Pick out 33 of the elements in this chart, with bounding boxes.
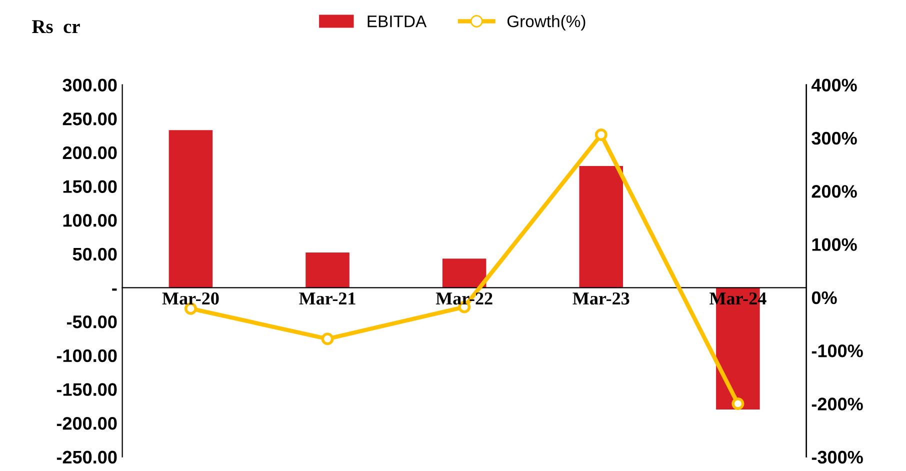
bar [442,258,486,288]
y-tick-label: 200.00 [62,146,117,160]
y-tick-label: -150.00 [56,383,117,396]
y2-tick-label: 300% [812,132,857,145]
y-tick-label: - [112,288,117,291]
y-tick-label: -250.00 [56,450,117,464]
y-tick-label: -50.00 [66,316,117,328]
bar [579,166,624,288]
y2-tick-label: -300% [812,450,863,464]
y-tick-label: 50.00 [72,248,117,261]
x-tick-label: Mar-21 [299,292,356,305]
y-tick-label: 150.00 [63,180,117,193]
y2-tick-label: -200% [812,398,863,410]
y2-tick-label: 100% [812,238,857,251]
x-tick-label: Mar-23 [572,292,630,305]
x-tick-label: Mar-20 [162,292,219,305]
y-tick-label: 250.00 [62,112,117,126]
y2-tick-label: 400% [811,78,857,92]
point [321,332,334,346]
y2-tick-label: -100% [812,344,863,358]
legend-label: EBITDA [368,16,427,28]
point [594,128,608,141]
point [732,397,744,410]
y-tick-label: -100.00 [56,349,117,362]
y-tick-label: -200.00 [56,416,117,430]
bar [306,252,350,288]
y2-tick-label: 200% [812,185,857,198]
y2-tick-label: 0% [812,291,837,304]
y-tick-label: 100.00 [63,214,117,227]
y-tick-label: 300.00 [62,78,117,92]
y-axis-title: Rs cr [32,20,80,34]
bar [168,130,213,288]
legend-label: Growth(%) [507,15,586,31]
